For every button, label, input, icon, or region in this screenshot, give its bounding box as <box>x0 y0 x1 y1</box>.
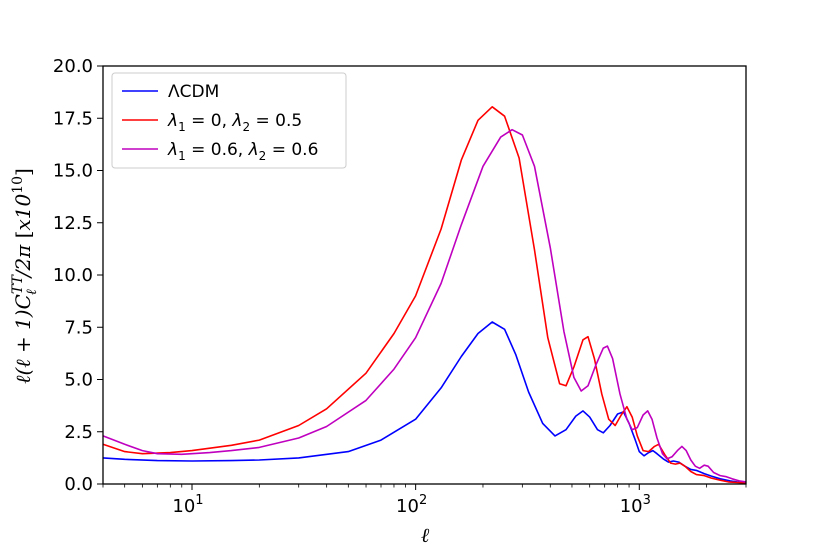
legend-label-2: λ1 = 0, λ2 = 0.5 <box>167 111 302 134</box>
y-tick-label: 7.5 <box>64 317 93 338</box>
y-tick-label: 17.5 <box>53 108 93 129</box>
y-axis: 0.0 2.5 5.0 7.5 10.0 12.5 15.0 17.5 20.0 <box>53 56 103 495</box>
x-tick-label: 102 <box>396 493 427 517</box>
series-line-3 <box>102 128 747 483</box>
legend-box <box>111 72 347 169</box>
x-tick-label: 103 <box>620 493 651 517</box>
x-axis-label: ℓ <box>421 523 430 547</box>
x-axis: 101 102 103 <box>102 484 747 517</box>
x-tick-label: 101 <box>172 493 203 517</box>
plot-area <box>102 106 747 484</box>
y-tick-label: 15.0 <box>53 161 93 182</box>
y-tick-label: 5.0 <box>64 370 93 391</box>
legend-label-3: λ1 = 0.6, λ2 = 0.6 <box>167 140 318 163</box>
y-tick-label: 10.0 <box>53 265 93 286</box>
svg-text:ℓ: ℓ <box>421 523 430 547</box>
y-tick-label: 0.0 <box>64 474 93 495</box>
y-tick-label: 20.0 <box>53 56 93 77</box>
series-line-2 <box>102 106 747 484</box>
y-tick-label: 12.5 <box>53 213 93 234</box>
legend: ΛCDM λ1 = 0, λ2 = 0.5 λ1 = 0.6, λ2 = 0.6 <box>111 72 347 169</box>
svg-text:ℓ(ℓ + 1)CTTℓ/2π [x1010]: ℓ(ℓ + 1)CTTℓ/2π [x1010] <box>10 168 40 384</box>
y-axis-label: ℓ(ℓ + 1)CTTℓ/2π [x1010] <box>10 168 40 384</box>
series-line-1 <box>102 321 747 484</box>
legend-label-1: ΛCDM <box>168 82 219 102</box>
y-tick-label: 2.5 <box>64 422 93 443</box>
